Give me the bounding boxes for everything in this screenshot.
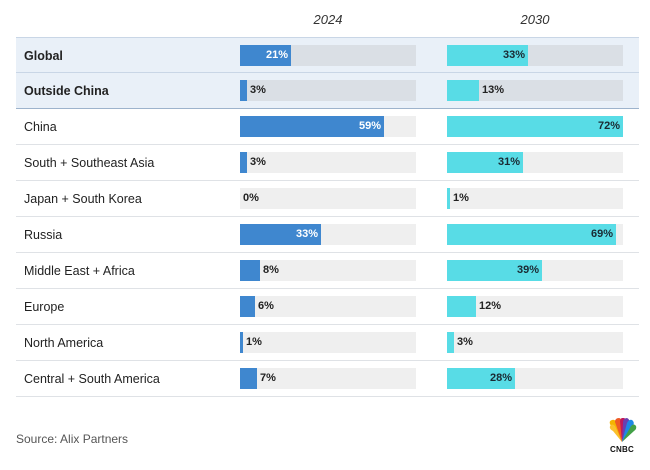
bar-2030 (447, 116, 623, 137)
chart-row: Russia 33% 69% (16, 217, 639, 253)
cnbc-logo: CNBC (604, 417, 640, 456)
data-label-2024: 8% (263, 264, 279, 276)
bar-2024 (240, 152, 247, 173)
data-label-2024: 59% (358, 120, 381, 132)
bar-2030 (447, 188, 450, 209)
bar-2024 (240, 296, 255, 317)
data-label-2024: 6% (258, 300, 274, 312)
bar-track-2024: 59% (240, 116, 416, 137)
chart-row: North America 1% 3% (16, 325, 639, 361)
bar-track-2030: 31% (447, 152, 623, 173)
bar-2030 (447, 332, 454, 353)
source-note: Source: Alix Partners (16, 432, 129, 446)
row-label: Europe (24, 300, 65, 314)
bar-track-2030: 33% (447, 45, 623, 66)
bar-track-2024: 0% (240, 188, 416, 209)
data-label-2024: 3% (250, 84, 266, 96)
row-label: Japan + South Korea (24, 192, 142, 206)
data-label-2024: 21% (265, 49, 288, 61)
data-label-2024: 0% (243, 192, 259, 204)
bar-track-2030: 3% (447, 332, 623, 353)
bar-track-2030: 12% (447, 296, 623, 317)
data-label-2030: 69% (590, 228, 613, 240)
data-label-2030: 28% (489, 372, 512, 384)
chart-row: Global 21% 33% (16, 37, 639, 73)
row-label: Middle East + Africa (24, 264, 135, 278)
chart-row: South + Southeast Asia 3% 31% (16, 145, 639, 181)
bar-2030 (447, 224, 616, 245)
chart-row: Central + South America 7% 28% (16, 361, 639, 397)
row-label: China (24, 120, 57, 134)
bar-track-2030: 1% (447, 188, 623, 209)
data-label-2030: 39% (516, 264, 539, 276)
logo-text: CNBC (610, 445, 634, 454)
row-label: Global (24, 49, 63, 63)
chart-row: Japan + South Korea 0% 1% (16, 181, 639, 217)
bar-2030 (447, 45, 528, 66)
bar-track-2024: 3% (240, 152, 416, 173)
chart-rows: Global 21% 33% Outside China 3% 13% China 59% 72… (16, 37, 639, 397)
bar-2024 (240, 260, 260, 281)
bar-2030 (447, 80, 479, 101)
bar-2024 (240, 368, 257, 389)
nbc-peacock-icon (609, 417, 637, 442)
data-label-2030: 1% (453, 192, 469, 204)
data-label-2030: 31% (497, 156, 520, 168)
row-label: Russia (24, 228, 63, 242)
row-label: North America (24, 336, 104, 350)
data-label-2024: 33% (295, 228, 318, 240)
data-label-2030: 13% (482, 84, 505, 96)
row-label: South + Southeast Asia (24, 156, 155, 170)
data-label-2030: 12% (479, 300, 502, 312)
chart-row: Outside China 3% 13% (16, 73, 639, 109)
bar-track-2030: 28% (447, 368, 623, 389)
data-label-2024: 7% (260, 372, 276, 384)
bar-2024 (240, 45, 291, 66)
bar-2030 (447, 260, 542, 281)
bar-2024 (240, 80, 247, 101)
bar-track-2030: 72% (447, 116, 623, 137)
bar-track-2030: 13% (447, 80, 623, 101)
bar-track-2024: 1% (240, 332, 416, 353)
row-label: Outside China (24, 84, 109, 98)
bar-track-2024: 6% (240, 296, 416, 317)
data-label-2030: 33% (502, 49, 525, 61)
bar-2030 (447, 296, 476, 317)
data-label-2030: 72% (597, 120, 620, 132)
row-label: Central + South America (24, 372, 160, 386)
bar-track-2030: 39% (447, 260, 623, 281)
bar-track-2024: 3% (240, 80, 416, 101)
column-header-2030: 2030 (520, 12, 550, 27)
bar-track-2024: 33% (240, 224, 416, 245)
bar-track-2024: 8% (240, 260, 416, 281)
bar-track-2024: 7% (240, 368, 416, 389)
data-label-2024: 3% (250, 156, 266, 168)
bar-2030 (447, 368, 515, 389)
chart-row: Middle East + Africa 8% 39% (16, 253, 639, 289)
bar-track-2030: 69% (447, 224, 623, 245)
chart-row: Europe 6% 12% (16, 289, 639, 325)
data-label-2024: 1% (246, 336, 262, 348)
bar-track-2024: 21% (240, 45, 416, 66)
bar-2024 (240, 116, 384, 137)
bar-2030 (447, 152, 523, 173)
data-label-2030: 3% (457, 336, 473, 348)
bar-2024 (240, 224, 321, 245)
bar-2024 (240, 332, 243, 353)
column-header-2024: 2024 (313, 12, 343, 27)
chart-row: China 59% 72% (16, 109, 639, 145)
